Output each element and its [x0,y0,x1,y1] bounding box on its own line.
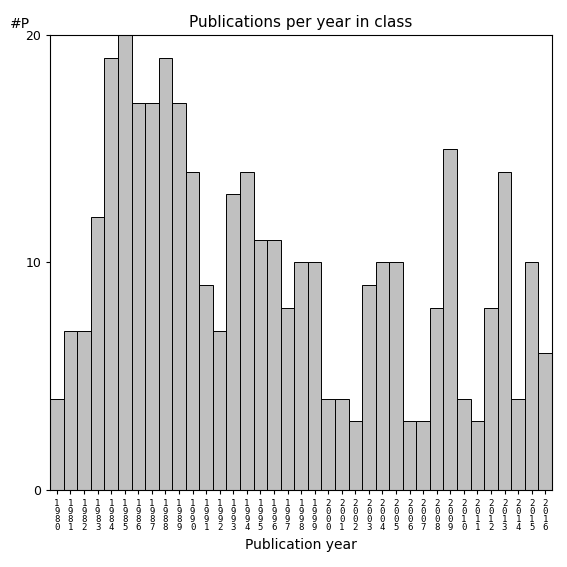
Bar [145,103,159,489]
Bar [281,308,294,489]
Bar [240,172,253,489]
Bar [511,399,525,489]
Bar [294,263,308,489]
Bar [159,58,172,489]
Bar [335,399,349,489]
Bar [321,399,335,489]
Bar [484,308,498,489]
Bar [376,263,389,489]
Bar [64,331,77,489]
Bar [457,399,471,489]
Bar [539,353,552,489]
Bar [186,172,200,489]
Bar [349,421,362,489]
Bar [443,149,457,489]
Bar [213,331,226,489]
Bar [471,421,484,489]
Bar [77,331,91,489]
Bar [430,308,443,489]
Text: #P: #P [10,17,30,31]
X-axis label: Publication year: Publication year [245,538,357,552]
Bar [118,35,132,489]
Bar [132,103,145,489]
Bar [267,240,281,489]
Title: Publications per year in class: Publications per year in class [189,15,413,30]
Bar [226,194,240,489]
Bar [200,285,213,489]
Bar [308,263,321,489]
Bar [50,399,64,489]
Bar [91,217,104,489]
Bar [525,263,539,489]
Bar [389,263,403,489]
Bar [253,240,267,489]
Bar [104,58,118,489]
Bar [416,421,430,489]
Bar [403,421,416,489]
Bar [498,172,511,489]
Bar [362,285,376,489]
Bar [172,103,186,489]
